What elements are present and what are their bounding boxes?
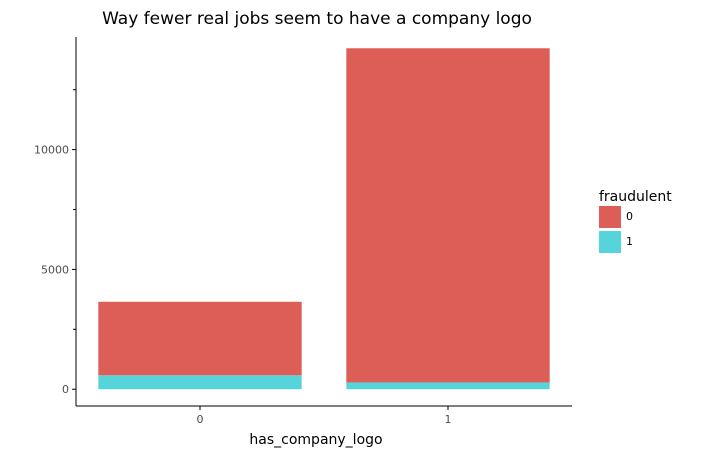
legend-swatch-1	[599, 231, 621, 253]
x-tick-label: 1	[445, 413, 452, 426]
bar-logo-0-fraudulent-1	[98, 375, 302, 390]
legend-label-1: 1	[626, 235, 633, 248]
legend: fraudulent 0 1	[599, 189, 672, 253]
bar-logo-1-fraudulent-0	[346, 48, 550, 383]
y-ticks: 0 5000 10000	[34, 89, 76, 396]
bar-logo-1-fraudulent-1	[346, 382, 550, 390]
y-tick-label: 0	[62, 383, 69, 396]
x-axis-title: has_company_logo	[249, 432, 382, 448]
legend-swatch-0	[599, 206, 621, 228]
x-tick-label: 0	[197, 413, 204, 426]
y-tick-label: 10000	[34, 144, 69, 157]
legend-title: fraudulent	[599, 189, 672, 205]
bar-logo-0-fraudulent-0	[98, 301, 302, 376]
bars-layer	[98, 48, 550, 390]
legend-label-0: 0	[626, 210, 633, 223]
chart-title: Way fewer real jobs seem to have a compa…	[102, 9, 532, 29]
y-tick-label: 5000	[41, 263, 69, 276]
